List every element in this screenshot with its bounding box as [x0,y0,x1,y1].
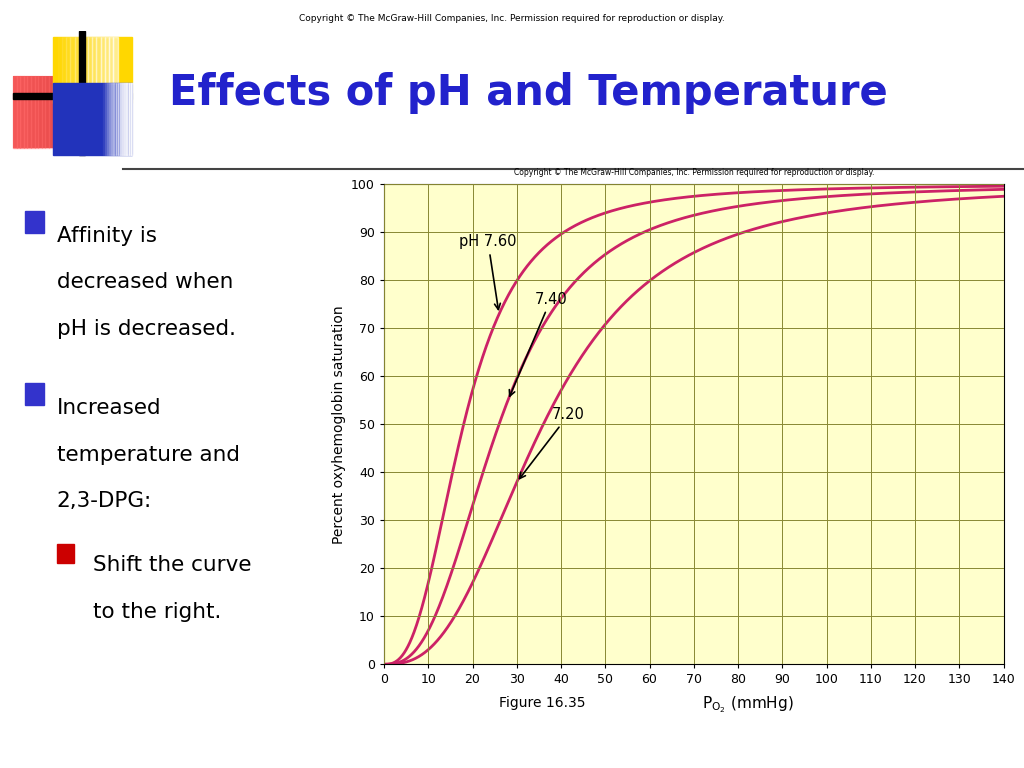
Bar [57,37,61,102]
Bar [63,76,67,148]
Bar [110,37,114,102]
Bar [118,83,121,155]
Bar [100,83,103,155]
Text: Figure 16.35: Figure 16.35 [500,696,586,710]
Bar [88,37,92,102]
Text: 7.20: 7.20 [519,407,585,478]
Bar [13,94,132,98]
Text: P$_{\mathregular{O_2}}$ (mmHg): P$_{\mathregular{O_2}}$ (mmHg) [701,695,794,715]
Bar [53,37,57,102]
Bar [124,83,127,155]
Bar [81,76,85,148]
Bar [79,37,83,102]
Bar [92,37,96,102]
Bar [74,76,78,148]
Bar [25,382,44,405]
Bar [24,76,28,148]
Bar [13,76,16,148]
Bar [42,76,45,148]
Bar [129,83,131,155]
Bar [108,83,110,155]
Bar [20,76,24,148]
Bar [131,83,133,155]
Bar [67,76,71,148]
Bar [79,31,85,155]
Text: temperature and: temperature and [57,445,240,465]
Text: Shift the curve: Shift the curve [92,555,251,575]
Bar [114,37,118,102]
Bar [96,37,100,102]
Bar [35,76,38,148]
Bar [52,76,56,148]
Bar [67,37,71,102]
Bar [31,76,35,148]
Bar [104,37,110,102]
Bar [49,76,52,148]
Text: pH is decreased.: pH is decreased. [57,319,236,339]
Bar [83,37,88,102]
Bar [122,83,125,155]
Bar [78,76,81,148]
Bar [104,83,108,155]
Text: 7.40: 7.40 [509,292,567,396]
Bar [45,76,49,148]
Bar [75,37,79,102]
Text: decreased when: decreased when [57,273,233,293]
Bar [71,37,75,102]
FancyBboxPatch shape [13,76,92,148]
Y-axis label: Percent oxyhemoglobin saturation: Percent oxyhemoglobin saturation [332,305,345,544]
Bar [59,76,63,148]
Bar [16,76,20,148]
Text: Increased: Increased [57,398,162,418]
Bar [28,76,31,148]
Bar [126,83,129,155]
Text: pH 7.60: pH 7.60 [459,234,517,310]
Bar [102,83,105,155]
Bar [53,83,132,155]
Text: 2,3-DPG:: 2,3-DPG: [57,492,153,511]
Bar [71,76,74,148]
Bar [56,76,59,148]
Bar [120,83,123,155]
Text: to the right.: to the right. [92,602,221,622]
Bar [114,83,117,155]
Text: Effects of pH and Temperature: Effects of pH and Temperature [170,72,888,114]
Bar [110,83,112,155]
Bar [57,545,74,563]
Bar [116,83,119,155]
Bar [38,76,42,148]
Bar [100,37,104,102]
Bar [53,37,132,102]
Bar [25,210,44,233]
Text: Copyright © The McGraw-Hill Companies, Inc. Permission required for reproduction: Copyright © The McGraw-Hill Companies, I… [514,168,873,177]
Bar [112,83,115,155]
Bar [61,37,67,102]
Text: Affinity is: Affinity is [57,226,157,246]
Text: Copyright © The McGraw-Hill Companies, Inc. Permission required for reproduction: Copyright © The McGraw-Hill Companies, I… [299,14,725,23]
